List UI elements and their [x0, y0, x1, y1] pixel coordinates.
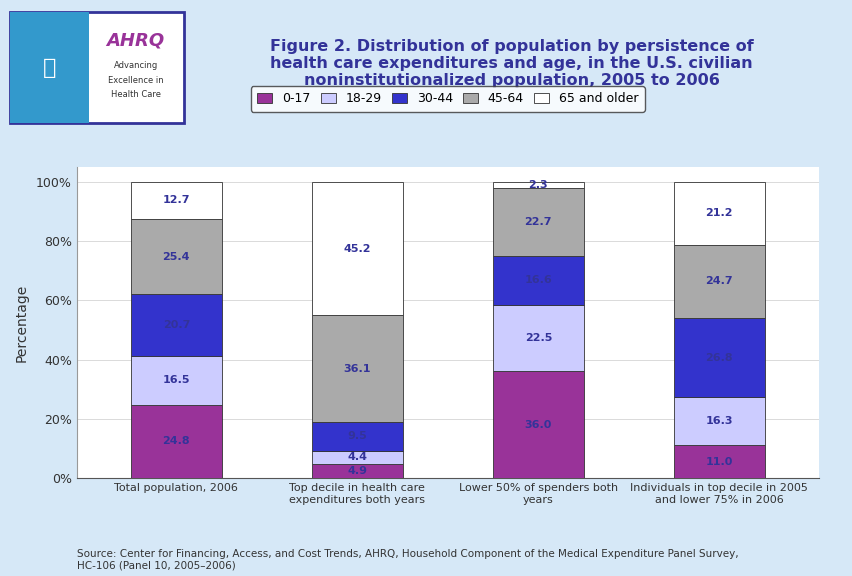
- Bar: [492, 372, 583, 478]
- Text: 9.5: 9.5: [347, 431, 366, 441]
- Text: 22.5: 22.5: [524, 333, 551, 343]
- Text: Advancing: Advancing: [113, 60, 158, 70]
- Text: AHRQ: AHRQ: [106, 32, 164, 50]
- Text: Source: Center for Financing, Access, and Cost Trends, AHRQ, Household Component: Source: Center for Financing, Access, an…: [77, 548, 738, 570]
- Bar: [10, 12, 89, 123]
- Text: 12.7: 12.7: [163, 195, 190, 206]
- Bar: [131, 219, 222, 294]
- Bar: [673, 397, 763, 445]
- Text: 16.3: 16.3: [705, 416, 732, 426]
- Text: 24.8: 24.8: [163, 437, 190, 446]
- Text: 4.4: 4.4: [347, 452, 367, 462]
- Text: 22.7: 22.7: [524, 217, 551, 227]
- Text: Excellence in: Excellence in: [107, 75, 164, 85]
- Bar: [673, 445, 763, 478]
- Legend: 0-17, 18-29, 30-44, 45-64, 65 and older: 0-17, 18-29, 30-44, 45-64, 65 and older: [250, 86, 644, 112]
- Bar: [312, 450, 402, 464]
- Bar: [131, 294, 222, 356]
- Text: 11.0: 11.0: [705, 457, 732, 467]
- Text: 16.5: 16.5: [163, 375, 190, 385]
- Bar: [492, 188, 583, 256]
- Bar: [312, 464, 402, 478]
- Bar: [131, 181, 222, 219]
- Bar: [673, 245, 763, 318]
- Bar: [312, 422, 402, 450]
- Text: 21.2: 21.2: [705, 209, 732, 218]
- Text: 4.9: 4.9: [347, 466, 367, 476]
- Text: Health Care: Health Care: [111, 90, 160, 100]
- Text: 16.6: 16.6: [524, 275, 551, 285]
- Bar: [312, 181, 402, 316]
- Bar: [131, 356, 222, 404]
- Bar: [131, 404, 222, 478]
- FancyBboxPatch shape: [10, 12, 184, 123]
- Bar: [312, 316, 402, 422]
- Text: 36.1: 36.1: [343, 364, 371, 374]
- Y-axis label: Percentage: Percentage: [15, 283, 29, 362]
- Text: 2.3: 2.3: [528, 180, 548, 190]
- Bar: [492, 256, 583, 305]
- Bar: [673, 182, 763, 245]
- Text: 24.7: 24.7: [705, 276, 732, 286]
- Text: 45.2: 45.2: [343, 244, 371, 253]
- Text: 20.7: 20.7: [163, 320, 190, 330]
- Text: 26.8: 26.8: [705, 353, 732, 362]
- Text: 🦅: 🦅: [43, 58, 56, 78]
- Bar: [673, 318, 763, 397]
- Bar: [492, 181, 583, 188]
- Text: 36.0: 36.0: [524, 420, 551, 430]
- Text: Figure 2. Distribution of population by persistence of
health care expenditures : Figure 2. Distribution of population by …: [269, 39, 753, 89]
- Bar: [492, 305, 583, 372]
- Text: 25.4: 25.4: [163, 252, 190, 262]
